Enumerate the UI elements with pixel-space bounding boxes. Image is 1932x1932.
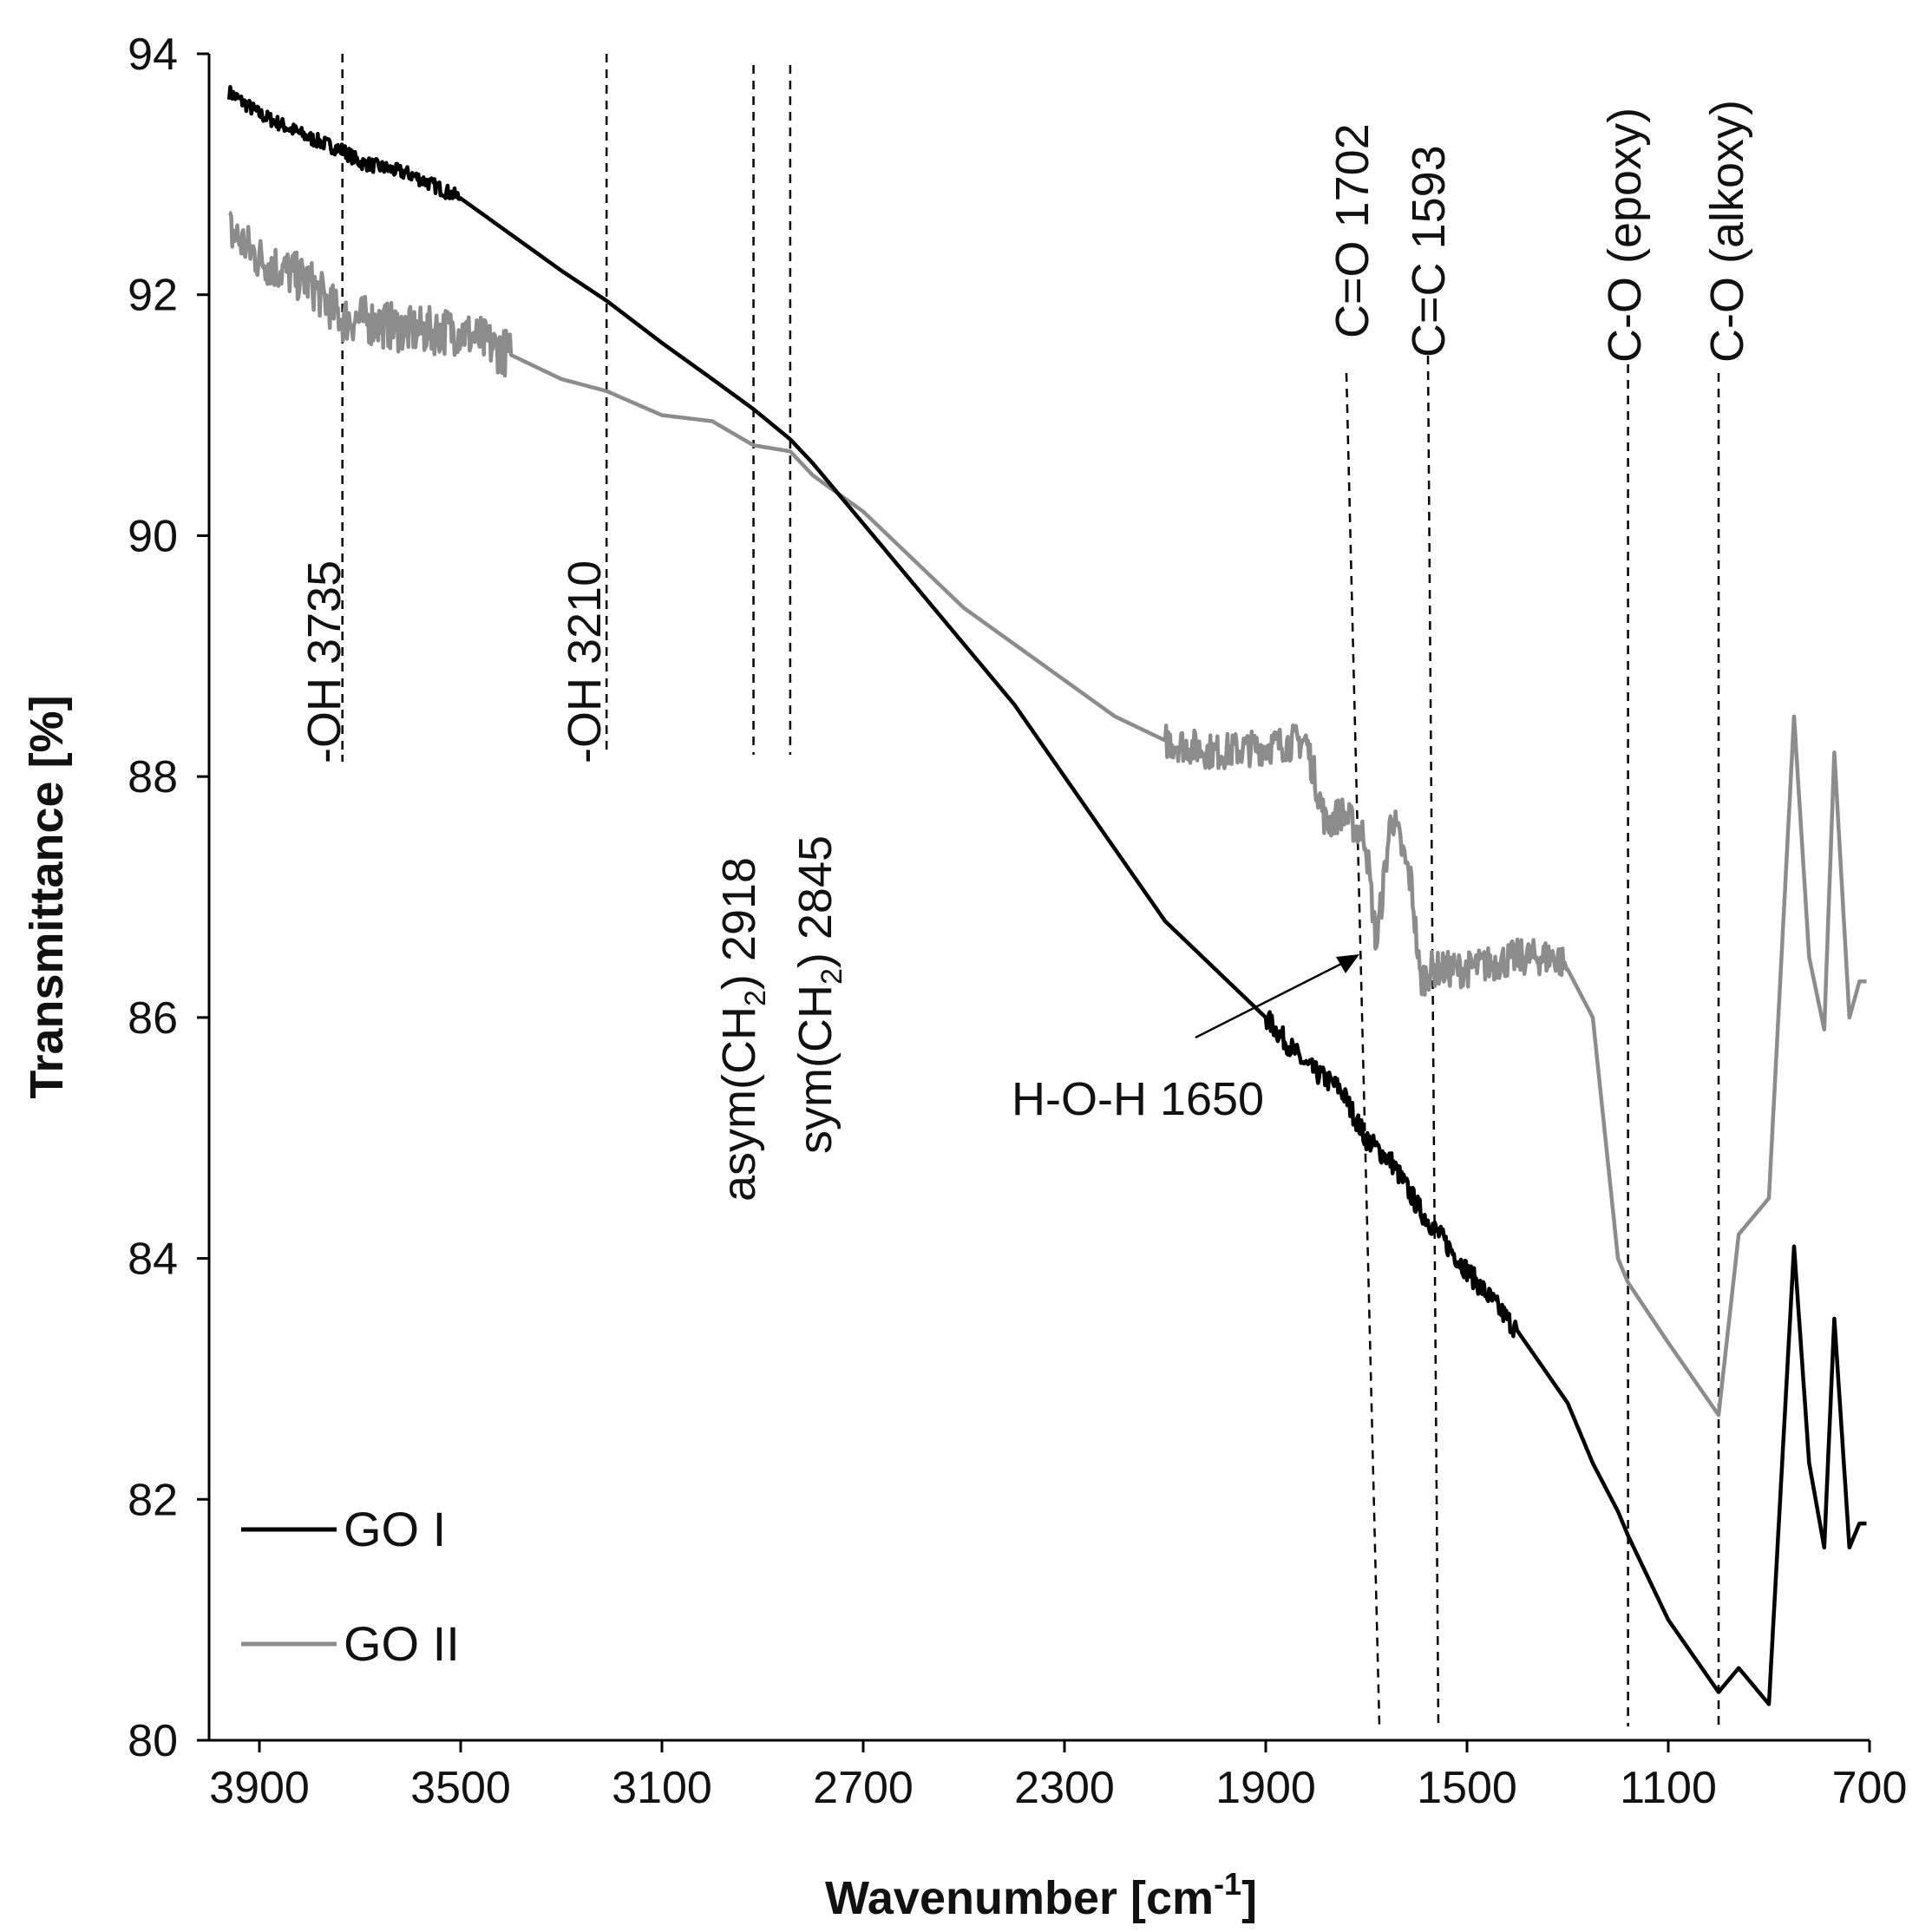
y-tick-label: 82 [128, 1475, 178, 1525]
hoh-arrow [1195, 954, 1359, 1039]
y-tick-label: 88 [128, 752, 178, 802]
legend-go-ii-label: GO II [344, 1616, 460, 1671]
x-tick-label: 3100 [612, 1763, 712, 1813]
x-axis-title: Wavenumber [cm-1] [825, 1866, 1257, 1924]
x-tick-label: 3500 [410, 1763, 511, 1813]
annotation-label: C-O (alkoxy) [1701, 100, 1753, 363]
series-go-ii-line [228, 210, 1868, 1418]
x-tick-label: 3900 [209, 1763, 310, 1813]
annotation-label: sym(CH2) 2845 [789, 835, 848, 1154]
peak-guides: -OH 3735 -OH 3210 asym(CH2) 2918 sym(CH2) 2… [298, 54, 1753, 1727]
x-tick-label: 2700 [813, 1763, 914, 1813]
x-tick-label: 700 [1832, 1763, 1908, 1813]
y-tick-label: 94 [128, 29, 178, 80]
y-axis-title: Transmittance [%] [21, 695, 73, 1098]
x-tick-label: 1900 [1215, 1763, 1316, 1813]
x-tick-label: 2300 [1014, 1763, 1115, 1813]
x-tick-label: 1500 [1417, 1763, 1517, 1813]
legend-go-i-label: GO I [344, 1502, 446, 1556]
series-go-i-line [226, 85, 1868, 1706]
annotation-label: asym(CH2) 2918 [713, 857, 772, 1202]
annotation-label: -OH 3735 [298, 560, 350, 763]
y-tick-label: 90 [128, 511, 178, 561]
annotation-label: C-O (epoxy) [1599, 108, 1651, 363]
x-axis-ticks: 3900 3500 3100 2700 2300 1900 1500 1100 700 [209, 1740, 1907, 1813]
annotation-hoh-label: H-O-H 1650 [1012, 1073, 1264, 1125]
y-tick-label: 84 [128, 1235, 178, 1285]
peak-guide-line [1426, 355, 1440, 1727]
y-tick-label: 80 [128, 1716, 178, 1766]
y-tick-label: 86 [128, 993, 178, 1044]
peak-guide-line [1345, 372, 1381, 1727]
x-axis-title-superscript: -1 [1214, 1866, 1241, 1902]
y-tick-label: 92 [128, 271, 178, 321]
annotation-label: C=C 1593 [1403, 145, 1455, 357]
y-axis-ticks: 80 82 84 86 88 90 92 94 [128, 29, 209, 1766]
annotation-label: -OH 3210 [559, 560, 611, 763]
legend: GO I GO II [241, 1502, 460, 1671]
x-tick-label: 1100 [1620, 1763, 1717, 1813]
series-layer [226, 85, 1868, 1706]
annotation-label: C=O 1702 [1326, 123, 1379, 338]
